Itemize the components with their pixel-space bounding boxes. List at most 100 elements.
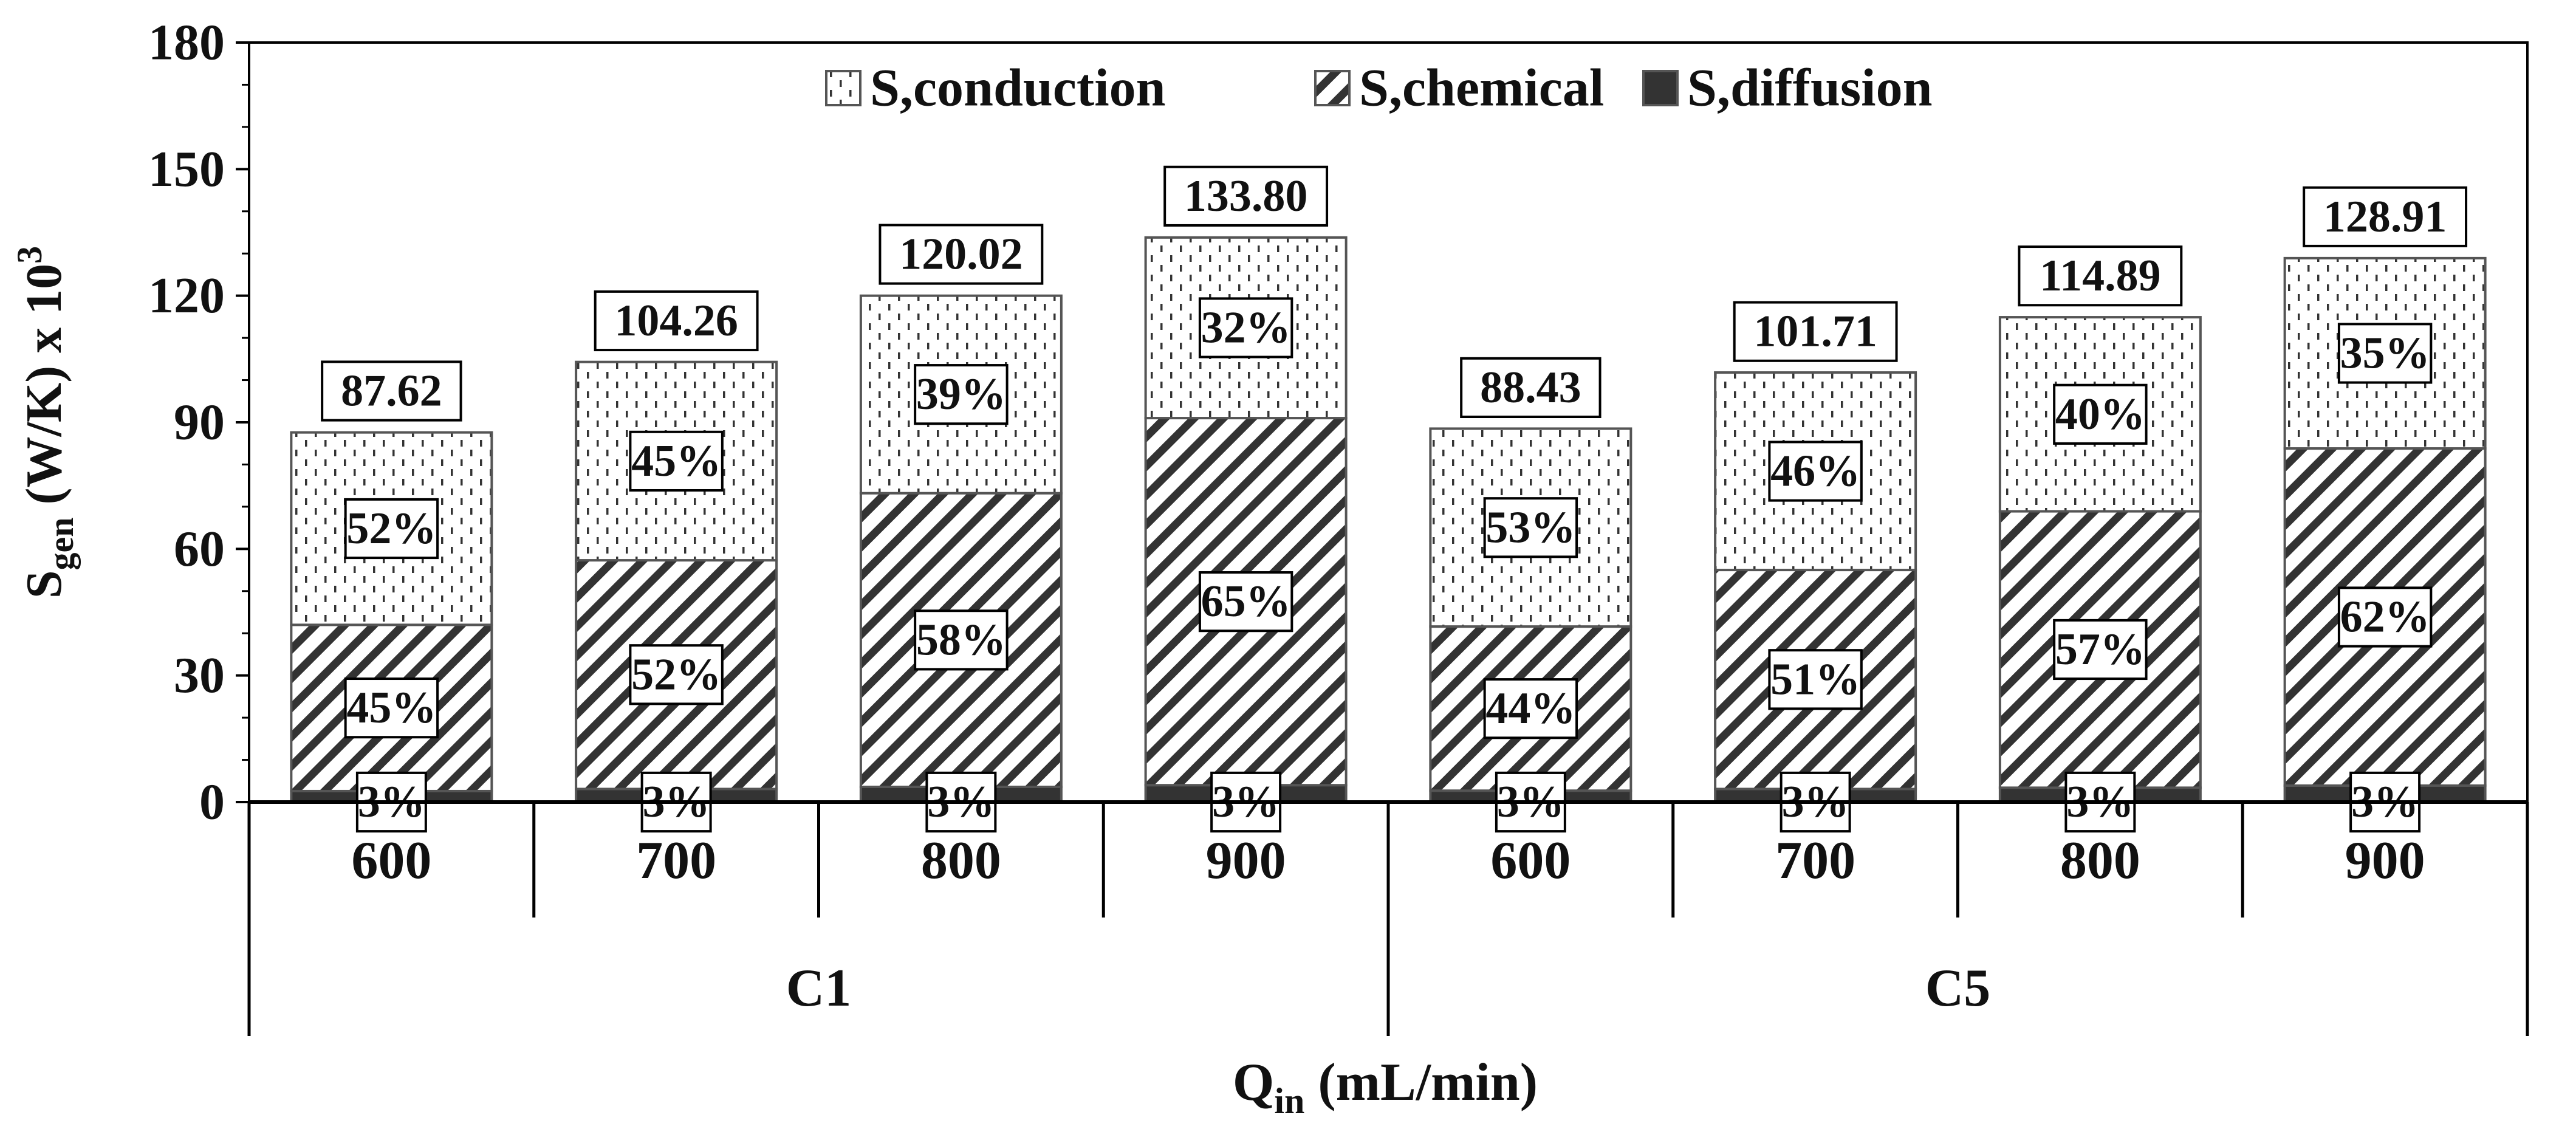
segment-pct-label-box: 39%	[914, 364, 1009, 425]
bar-total-label-frame	[1733, 301, 1898, 362]
segment-pct-label-frame	[1483, 497, 1578, 558]
bar-total-label-box: 128.91	[2303, 186, 2468, 247]
segment-pct-label-frame	[914, 609, 1009, 671]
bar-total-label-box: 120.02	[879, 224, 1044, 285]
segment-pct-label: 52%	[631, 650, 721, 699]
segment-pct-label: 51%	[1770, 654, 1860, 704]
segment-pct-label-frame	[914, 364, 1009, 425]
x-tick-label: 600	[1490, 831, 1571, 890]
segment-pct-label: 52%	[346, 504, 436, 554]
x-tick-label: 900	[1206, 831, 1286, 890]
segment-pct-label-box: 35%	[2337, 323, 2433, 384]
segment-pct-label-frame	[629, 644, 724, 705]
segment-pct-label-box: 62%	[2337, 586, 2433, 648]
segment-pct-label: 39%	[916, 369, 1006, 419]
y-tick-label: 30	[174, 647, 225, 704]
x-group-label: C5	[1925, 959, 1991, 1018]
segment-pct-label-box: 40%	[2053, 383, 2148, 445]
bar-total-label-frame	[879, 224, 1044, 285]
bar-total-label-box: 88.43	[1460, 357, 1601, 419]
segment-pct-label: 40%	[2055, 389, 2145, 439]
bar-total-label-frame	[1163, 165, 1329, 227]
bar-total-label: 128.91	[2323, 192, 2447, 242]
bar-total-label-frame	[2018, 245, 2183, 307]
segment-pct-label-frame	[344, 677, 439, 739]
segment-pct-label-box: 65%	[1198, 571, 1293, 633]
segment-pct-label-frame	[1768, 441, 1863, 502]
bars: 3%45%52%87.623%52%45%104.263%58%39%120.0…	[290, 165, 2487, 833]
segment-pct-label-box: 58%	[914, 609, 1009, 671]
bar-total-label: 120.02	[899, 230, 1023, 280]
segment-pct-label: 62%	[2340, 592, 2430, 642]
segment-pct-label-box: 57%	[2053, 619, 2148, 681]
segment-pct-label-box: 53%	[1483, 497, 1578, 558]
y-axis-title-main: S	[16, 570, 72, 599]
bar-total-label: 133.80	[1184, 171, 1308, 221]
bar-total-label-box: 87.62	[321, 360, 462, 422]
segment-pct-label-box: 52%	[344, 498, 439, 560]
bar-total-label-box: 114.89	[2018, 245, 2183, 307]
y-tick-label: 0	[199, 774, 225, 831]
bar-total-label-frame	[321, 360, 462, 422]
segment-pct-label-frame	[629, 430, 724, 492]
segment-pct-label-frame	[1198, 297, 1293, 358]
segment-pct-label: 44%	[1485, 684, 1575, 733]
x-group-label: C1	[786, 959, 852, 1018]
y-tick-label: 150	[148, 141, 225, 197]
legend-swatch-diagonal	[1314, 70, 1351, 106]
segment-pct-label: 32%	[1201, 303, 1291, 352]
segment-pct-label-box: 46%	[1768, 441, 1863, 502]
segment-pct-label-frame	[1768, 649, 1863, 710]
x-tick-label: 700	[1775, 831, 1855, 890]
bar-total-label: 101.71	[1753, 307, 1877, 357]
y-tick-label: 60	[174, 521, 225, 577]
y-axis-title-rest: (W/K) x 10	[16, 264, 72, 518]
segment-pct-label-frame	[2053, 383, 2148, 445]
x-tick-label: 600	[351, 831, 431, 890]
legend: S,conduction S,chemical S,diffusion	[825, 59, 1933, 118]
x-tick-label: 800	[921, 831, 1001, 890]
segment-pct-label: 65%	[1201, 577, 1291, 626]
y-tick-label: 120	[148, 267, 225, 324]
y-axis: 0 30 60 90 120 150 180	[148, 15, 249, 831]
segment-pct-label-frame	[2337, 323, 2433, 384]
x-axis-title-rest: (mL/min)	[1304, 1053, 1538, 1112]
segment-pct-label: 58%	[916, 615, 1006, 665]
legend-label: S,diffusion	[1687, 59, 1933, 118]
legend-swatch-dots	[825, 70, 862, 106]
y-axis-title-sup: 3	[10, 246, 49, 264]
segment-pct-label-frame	[1483, 678, 1578, 739]
bar-total-label-frame	[1460, 357, 1601, 419]
segment-pct-label-frame	[344, 498, 439, 560]
segment-pct-label-box: 44%	[1483, 678, 1578, 739]
bar-total-label-box: 101.71	[1733, 301, 1898, 362]
legend-swatch-solid	[1642, 70, 1679, 106]
segment-pct-label-box: 45%	[344, 677, 439, 739]
x-axis: 600 700 800 900 600 700 800 900 C1 C5	[247, 800, 2529, 1036]
y-tick-label: 90	[174, 394, 225, 451]
y-tick-label: 180	[148, 15, 225, 71]
segment-pct-label: 46%	[1770, 447, 1860, 496]
segment-pct-label-frame	[2337, 586, 2433, 648]
x-axis-title: Qin (mL/min)	[1233, 1053, 1538, 1121]
segment-pct-label-frame	[1198, 571, 1293, 633]
y-axis-title: Sgen (W/K) x 103	[10, 246, 81, 599]
segment-pct-label: 45%	[346, 683, 436, 733]
segment-pct-label: 35%	[2340, 328, 2430, 378]
segment-pct-label-box: 32%	[1198, 297, 1293, 358]
segment-pct-label-box: 52%	[629, 644, 724, 705]
segment-pct-label: 45%	[631, 436, 721, 486]
legend-label: S,conduction	[870, 59, 1166, 118]
x-tick-label: 900	[2345, 831, 2425, 890]
bar-total-label-box: 104.26	[594, 290, 759, 352]
x-axis-title-main: Q	[1233, 1053, 1274, 1112]
segment-pct-label-frame	[2053, 619, 2148, 681]
bar-total-label-box: 133.80	[1163, 165, 1329, 227]
y-axis-title-sub: gen	[41, 517, 81, 570]
x-axis-title-sub: in	[1274, 1081, 1304, 1121]
bar-total-label: 87.62	[341, 366, 442, 416]
bar-total-label: 114.89	[2040, 251, 2160, 301]
x-tick-label: 800	[2060, 831, 2140, 890]
legend-label: S,chemical	[1359, 59, 1604, 118]
